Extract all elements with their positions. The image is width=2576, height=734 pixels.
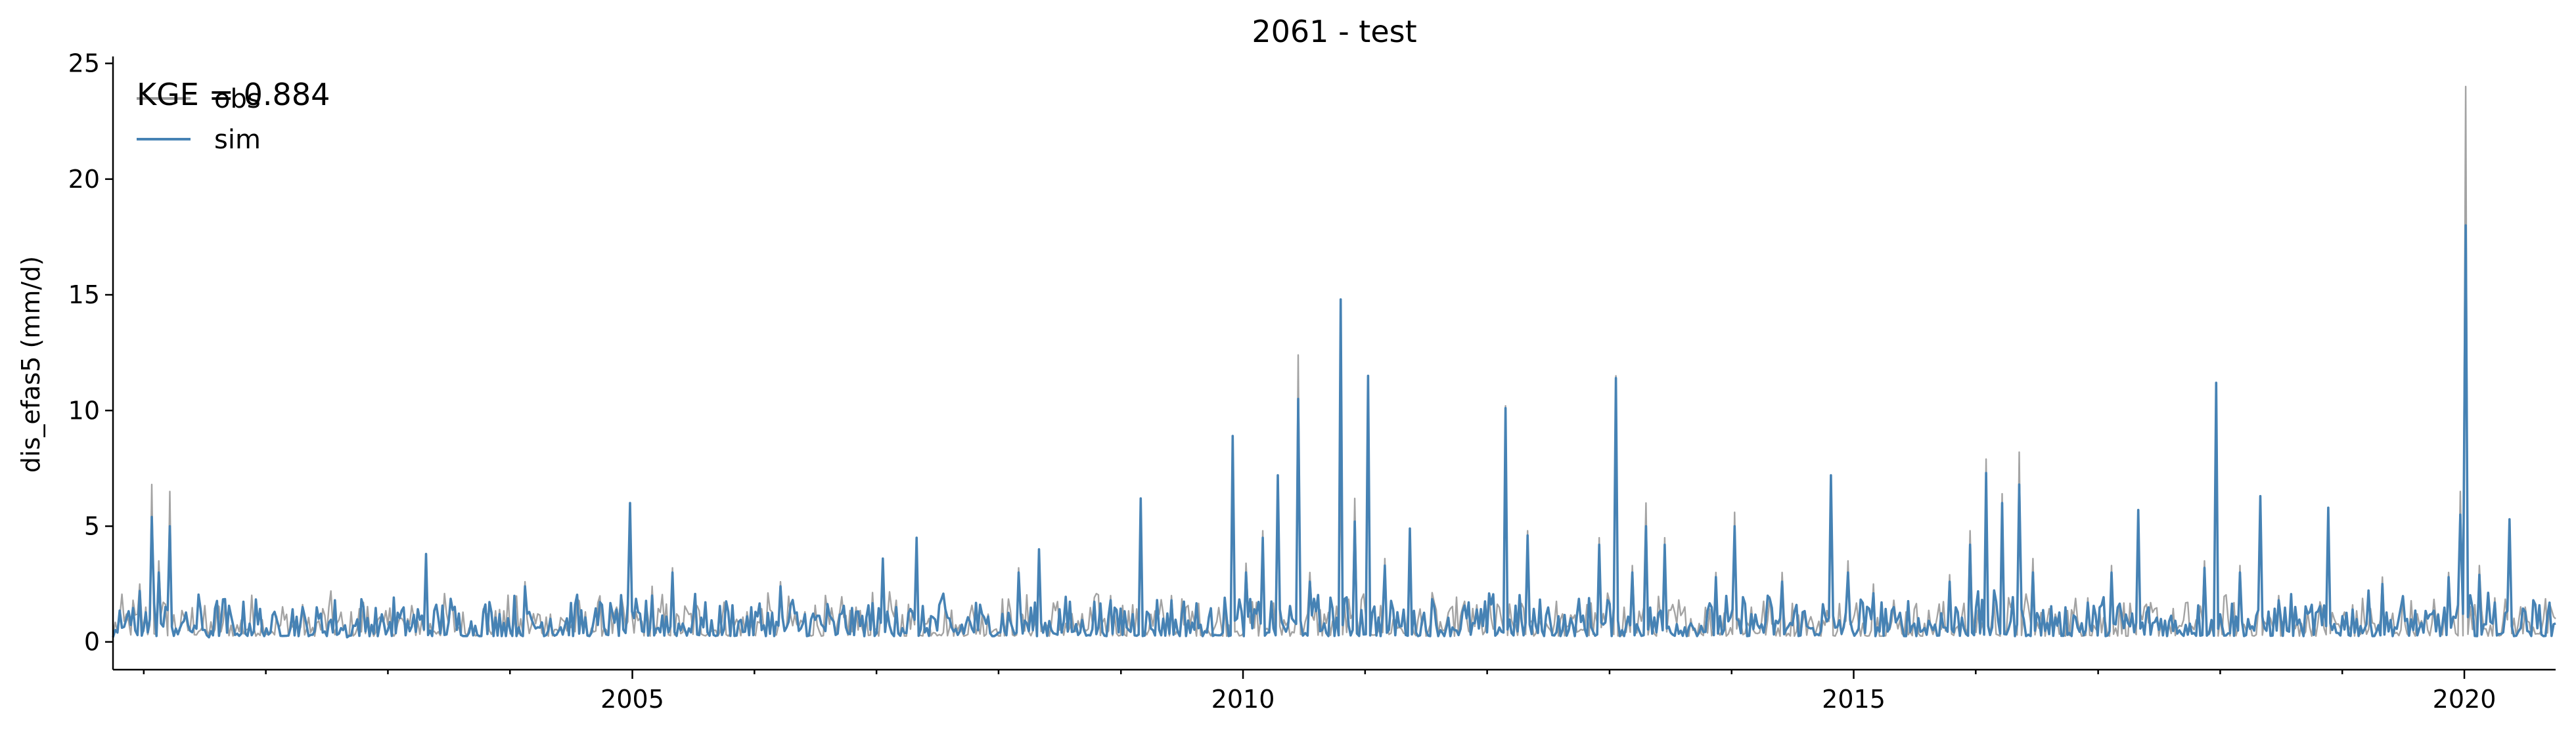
series-line-obs	[112, 85, 2556, 637]
legend-label-obs: obs	[214, 84, 261, 114]
x-tick-label: 2010	[1211, 685, 1275, 714]
kge-annotation: KGE = 0.884	[137, 77, 330, 112]
y-tick-label: 25	[68, 49, 100, 78]
plot-area: 0 5 10 15 20 25 2005 2010 2015 2020 obs sim KGE = 0.…	[68, 49, 2556, 714]
x-tick-label: 2020	[2433, 685, 2497, 714]
x-tick-label: 2005	[600, 685, 664, 714]
legend-label-sim: sim	[214, 125, 261, 155]
y-tick-label: 5	[84, 511, 100, 540]
legend: obs sim	[137, 84, 261, 155]
y-tick-label: 15	[68, 280, 100, 309]
chart-title: 2061 - test	[1252, 14, 1416, 49]
series-line-sim	[112, 224, 2556, 639]
y-tick-label: 10	[68, 396, 100, 425]
y-axis-label: dis_efas5 (mm/d)	[16, 256, 45, 473]
y-tick-label: 0	[84, 628, 100, 657]
y-tick-label: 20	[68, 165, 100, 194]
x-tick-label: 2015	[1822, 685, 1886, 714]
